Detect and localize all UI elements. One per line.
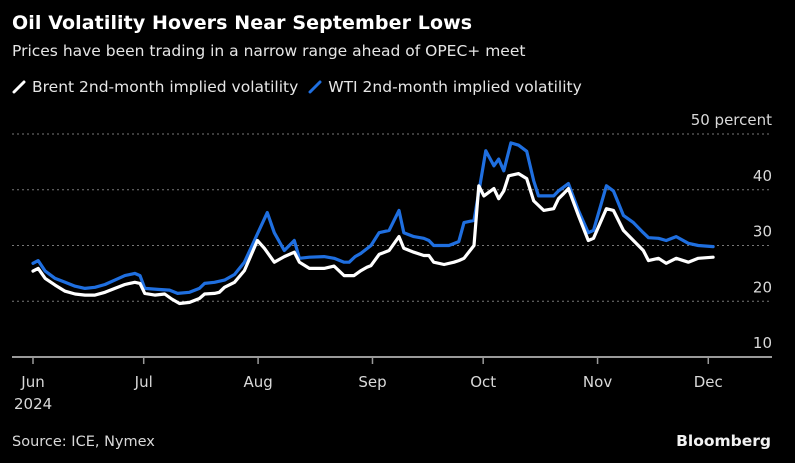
legend-item-brent: Brent 2nd-month implied volatility (12, 78, 298, 96)
y-tick-label-40: 40 (753, 167, 772, 185)
x-tick-label-oct: Oct (470, 373, 496, 391)
y-tick-label-50: 50 percent (691, 111, 772, 129)
y-tick-label-30: 30 (753, 223, 772, 241)
legend-item-wti: WTI 2nd-month implied volatility (308, 78, 582, 96)
x-tick-label-aug: Aug (243, 373, 272, 391)
legend: Brent 2nd-month implied volatility WTI 2… (12, 78, 592, 96)
y-tick-label-20: 20 (753, 278, 772, 296)
series-line-wti (31, 141, 715, 295)
legend-label-brent: Brent 2nd-month implied volatility (32, 78, 299, 96)
x-tick-label-sep: Sep (358, 373, 386, 391)
legend-line-wti (308, 80, 322, 94)
y-tick-label-10: 10 (753, 334, 772, 352)
chart-title: Oil Volatility Hovers Near September Low… (12, 12, 473, 34)
series-line-brent (31, 172, 715, 306)
source-note: Source: ICE, Nymex (12, 434, 155, 450)
x-tick-label-jun: Jun (20, 373, 44, 391)
legend-label-wti: WTI 2nd-month implied volatility (328, 78, 582, 96)
chart-subtitle: Prices have been trading in a narrow ran… (12, 42, 526, 60)
x-tick-label-jul: Jul (134, 373, 153, 391)
legend-swatch-wti (308, 80, 322, 94)
x-tick-label-nov: Nov (583, 373, 612, 391)
bloomberg-logo: Bloomberg (676, 432, 771, 450)
legend-line-brent (12, 80, 26, 94)
x-tick-sublabel-year: 2024 (14, 395, 52, 413)
x-tick-label-dec: Dec (694, 373, 723, 391)
legend-swatch-brent (12, 80, 26, 94)
